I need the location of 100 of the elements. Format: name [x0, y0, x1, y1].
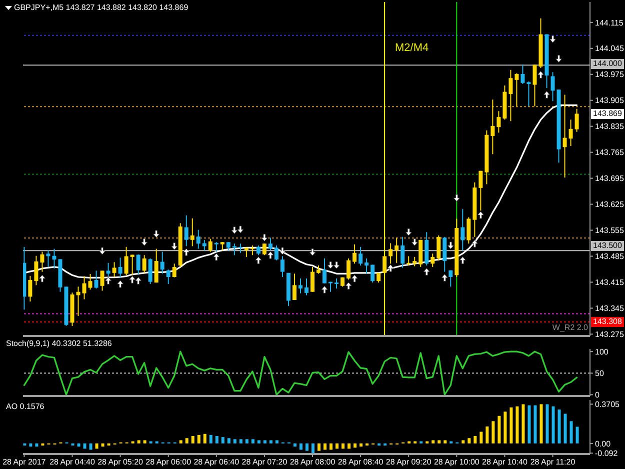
bar	[221, 437, 224, 444]
candlestick	[208, 238, 212, 252]
y-tick-label: 0	[595, 390, 600, 400]
y-tick-label: 143.345	[595, 304, 624, 314]
point	[351, 274, 358, 282]
point	[141, 238, 148, 246]
candlestick	[292, 273, 296, 300]
bar	[89, 443, 92, 450]
x-tick-label: 28 Apr 06:00	[146, 458, 192, 467]
candlestick	[172, 263, 176, 278]
bar	[143, 440, 146, 444]
candlestick	[40, 251, 44, 272]
point	[321, 286, 328, 294]
point	[556, 55, 562, 63]
point	[345, 282, 352, 290]
candlestick	[196, 229, 200, 250]
bar	[330, 443, 333, 450]
bar	[239, 439, 242, 444]
candlestick	[124, 246, 128, 276]
bar	[83, 443, 86, 449]
bar	[77, 443, 80, 447]
bar	[348, 443, 351, 449]
bar	[275, 440, 278, 444]
candlestick	[358, 246, 363, 266]
candlestick	[460, 208, 465, 251]
annotation: 143.869	[591, 108, 624, 119]
bar	[197, 434, 200, 444]
point	[129, 276, 136, 284]
point	[447, 242, 454, 250]
candlestick	[568, 119, 573, 146]
candlestick	[412, 256, 417, 267]
x-tick-label: 28 Apr 06:40	[194, 458, 240, 467]
bar	[336, 443, 339, 449]
bar	[35, 443, 38, 447]
point	[255, 256, 262, 264]
bar	[498, 416, 501, 444]
candlestick	[52, 248, 56, 269]
y-tick-label: 143.485	[595, 252, 624, 262]
point	[99, 247, 106, 255]
bar	[558, 410, 561, 444]
bar	[528, 405, 531, 444]
bar	[468, 438, 471, 444]
candlestick	[478, 170, 483, 212]
point	[538, 70, 544, 78]
candlestick	[364, 258, 369, 274]
candlestick	[430, 253, 435, 268]
candlestick	[118, 257, 122, 278]
candlestick	[496, 110, 501, 134]
candlestick	[244, 247, 248, 258]
bar	[360, 443, 363, 447]
chart-title: AO 0.1576	[6, 402, 44, 412]
bar	[474, 436, 477, 444]
bar	[137, 440, 140, 444]
point	[213, 253, 220, 261]
annotation: W_R2 2.0	[552, 323, 588, 333]
candlestick	[76, 286, 80, 316]
point	[171, 242, 178, 250]
bar	[552, 406, 555, 444]
x-tick-label: 28 Apr 11:20	[530, 458, 576, 467]
x-tick-label: 28 Apr 08:40	[338, 458, 384, 467]
candlestick	[322, 258, 327, 284]
bar	[354, 443, 357, 448]
point	[231, 226, 238, 234]
candlestick	[142, 254, 146, 274]
candlestick	[448, 270, 453, 288]
y-tick-label: 143.905	[595, 96, 624, 106]
point	[544, 91, 550, 99]
point	[411, 238, 418, 246]
bar	[101, 443, 104, 447]
candlestick	[400, 236, 405, 268]
point	[550, 35, 556, 43]
candlestick	[466, 216, 471, 244]
candlestick	[112, 262, 116, 278]
point	[453, 194, 460, 202]
y-tick-label: 0.3705	[595, 400, 620, 410]
bar	[576, 426, 579, 444]
candlestick	[436, 234, 441, 261]
candlestick	[106, 262, 110, 277]
candlestick	[238, 243, 242, 254]
point	[105, 276, 112, 284]
candlestick	[46, 250, 50, 268]
bar	[444, 440, 447, 444]
candlestick	[280, 256, 284, 278]
bar	[263, 440, 266, 444]
point	[423, 268, 430, 276]
point	[441, 274, 448, 282]
candlestick	[160, 251, 164, 274]
candlestick	[352, 244, 357, 264]
x-tick-label: 28 Apr 10:00	[434, 458, 480, 467]
bar	[227, 438, 230, 444]
bar	[299, 443, 302, 450]
candlestick	[532, 64, 537, 107]
y-tick-label: 144.115	[595, 18, 624, 28]
bar	[312, 443, 315, 454]
bar	[462, 440, 465, 444]
candlestick	[256, 244, 260, 256]
candlestick	[508, 69, 513, 122]
bar	[251, 439, 254, 444]
y-tick-label: 143.765	[595, 148, 624, 158]
point	[261, 234, 268, 242]
